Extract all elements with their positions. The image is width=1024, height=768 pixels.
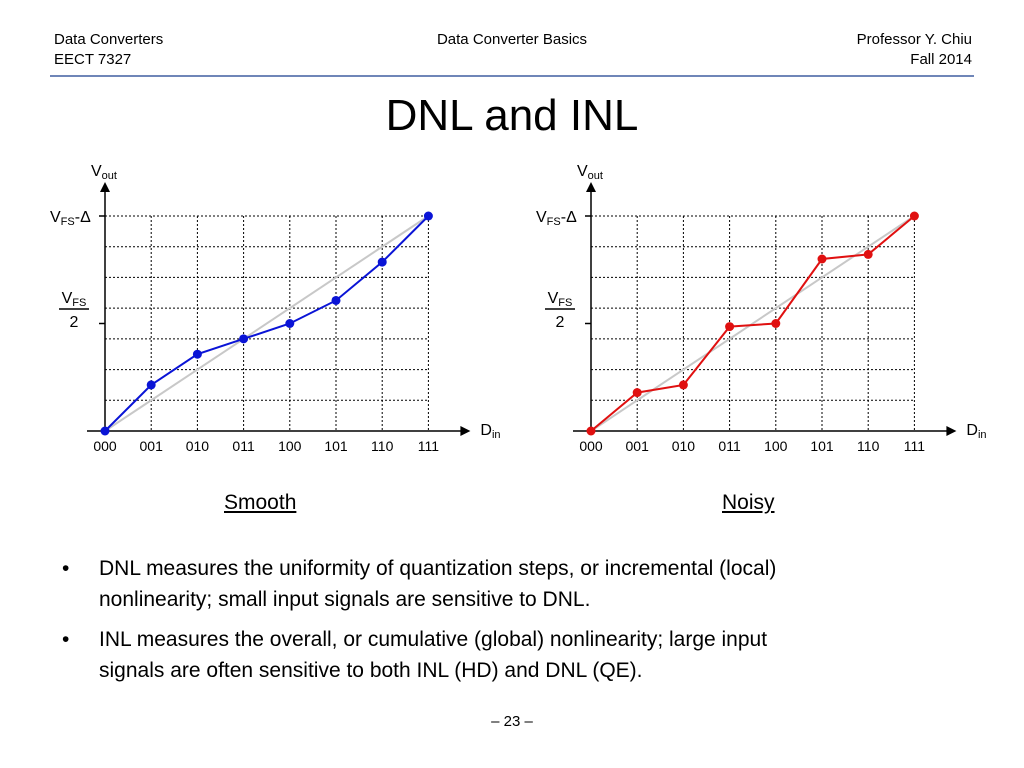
caption-noisy: Noisy — [722, 491, 775, 514]
slide-title: DNL and INL — [385, 91, 639, 140]
bullet-text-line: DNL measures the uniformity of quantizat… — [99, 557, 777, 580]
x-tick-label: 111 — [904, 438, 925, 454]
ideal-line — [104, 215, 429, 432]
x-tick-label: 000 — [579, 438, 603, 454]
data-point — [863, 249, 873, 259]
x-axis-arrow — [946, 426, 957, 436]
bullet-item: • INL measures the overall, or cumulativ… — [62, 624, 962, 686]
bullet-marker: • — [62, 628, 70, 651]
x-tick-label: 001 — [140, 438, 164, 454]
header-left: Data Converters EECT 7327 — [54, 30, 163, 70]
y-tick-label-mid: VFS — [548, 290, 573, 309]
data-point — [423, 211, 433, 221]
data-point — [817, 254, 827, 264]
x-tick-label: 001 — [626, 438, 650, 454]
data-point — [146, 380, 156, 390]
transfer-curve-charts: Vout Din VFS-Δ VFS 2 000 001 010 011 100 101 110 111… — [50, 163, 987, 454]
data-point — [331, 295, 341, 305]
x-tick-label: 101 — [810, 438, 834, 454]
bullet-text-line: signals are often sensitive to both INL … — [99, 659, 643, 682]
data-point — [285, 319, 295, 328]
y-tick-label-top: VFS-Δ — [536, 209, 577, 228]
y-axis-arrow — [100, 182, 110, 192]
header-topic: Data Converter Basics — [436, 31, 588, 48]
x-tick-label: 011 — [718, 438, 741, 454]
y-axis-label: Vout — [91, 163, 117, 182]
data-point — [678, 380, 688, 390]
course-code: EECT 7327 — [54, 51, 132, 68]
data-point — [192, 349, 202, 359]
bullet-text-line: INL measures the overall, or cumulative … — [99, 628, 768, 651]
series-line — [104, 215, 430, 432]
data-point — [632, 388, 642, 398]
bullet-text-line: nonlinearity; small input signals are se… — [99, 588, 591, 611]
series-line — [590, 215, 916, 432]
header-right: Professor Y. Chiu Fall 2014 — [857, 30, 972, 70]
x-axis-arrow — [460, 426, 471, 436]
y-tick-label-top: VFS-Δ — [50, 209, 91, 228]
page-number: – 23 – — [491, 713, 533, 730]
data-point — [239, 334, 249, 344]
data-point — [725, 322, 735, 332]
ideal-line — [590, 215, 915, 432]
x-tick-label: 000 — [93, 438, 117, 454]
header-rule — [50, 75, 974, 77]
y-axis-arrow — [586, 182, 596, 192]
x-axis-label: Din — [966, 422, 986, 441]
y-axis-label: Vout — [577, 163, 603, 182]
x-tick-label: 111 — [418, 438, 439, 454]
bullet-marker: • — [62, 557, 70, 580]
data-point — [586, 426, 596, 436]
data-point — [771, 319, 781, 328]
bullet-item: • DNL measures the uniformity of quantiz… — [62, 553, 962, 615]
y-tick-label-mid-denominator: 2 — [556, 314, 565, 331]
x-tick-label: 011 — [232, 438, 255, 454]
term: Fall 2014 — [910, 51, 972, 68]
x-tick-label: 110 — [857, 438, 880, 454]
x-tick-label: 110 — [371, 438, 394, 454]
data-point — [377, 257, 387, 267]
data-point — [909, 211, 919, 221]
author: Professor Y. Chiu — [856, 31, 972, 48]
x-tick-label: 010 — [672, 438, 696, 454]
x-tick-label: 100 — [764, 438, 788, 454]
x-tick-label: 100 — [278, 438, 302, 454]
caption-smooth: Smooth — [224, 491, 297, 514]
course-name: Data Converters — [54, 31, 164, 48]
y-tick-label-mid: VFS — [62, 290, 87, 309]
data-point — [100, 426, 110, 436]
bullet-list: • DNL measures the uniformity of quantiz… — [62, 553, 962, 695]
x-tick-label: 101 — [324, 438, 348, 454]
x-axis-label: Din — [480, 422, 500, 441]
y-tick-label-mid-denominator: 2 — [70, 314, 79, 331]
x-tick-label: 010 — [186, 438, 210, 454]
